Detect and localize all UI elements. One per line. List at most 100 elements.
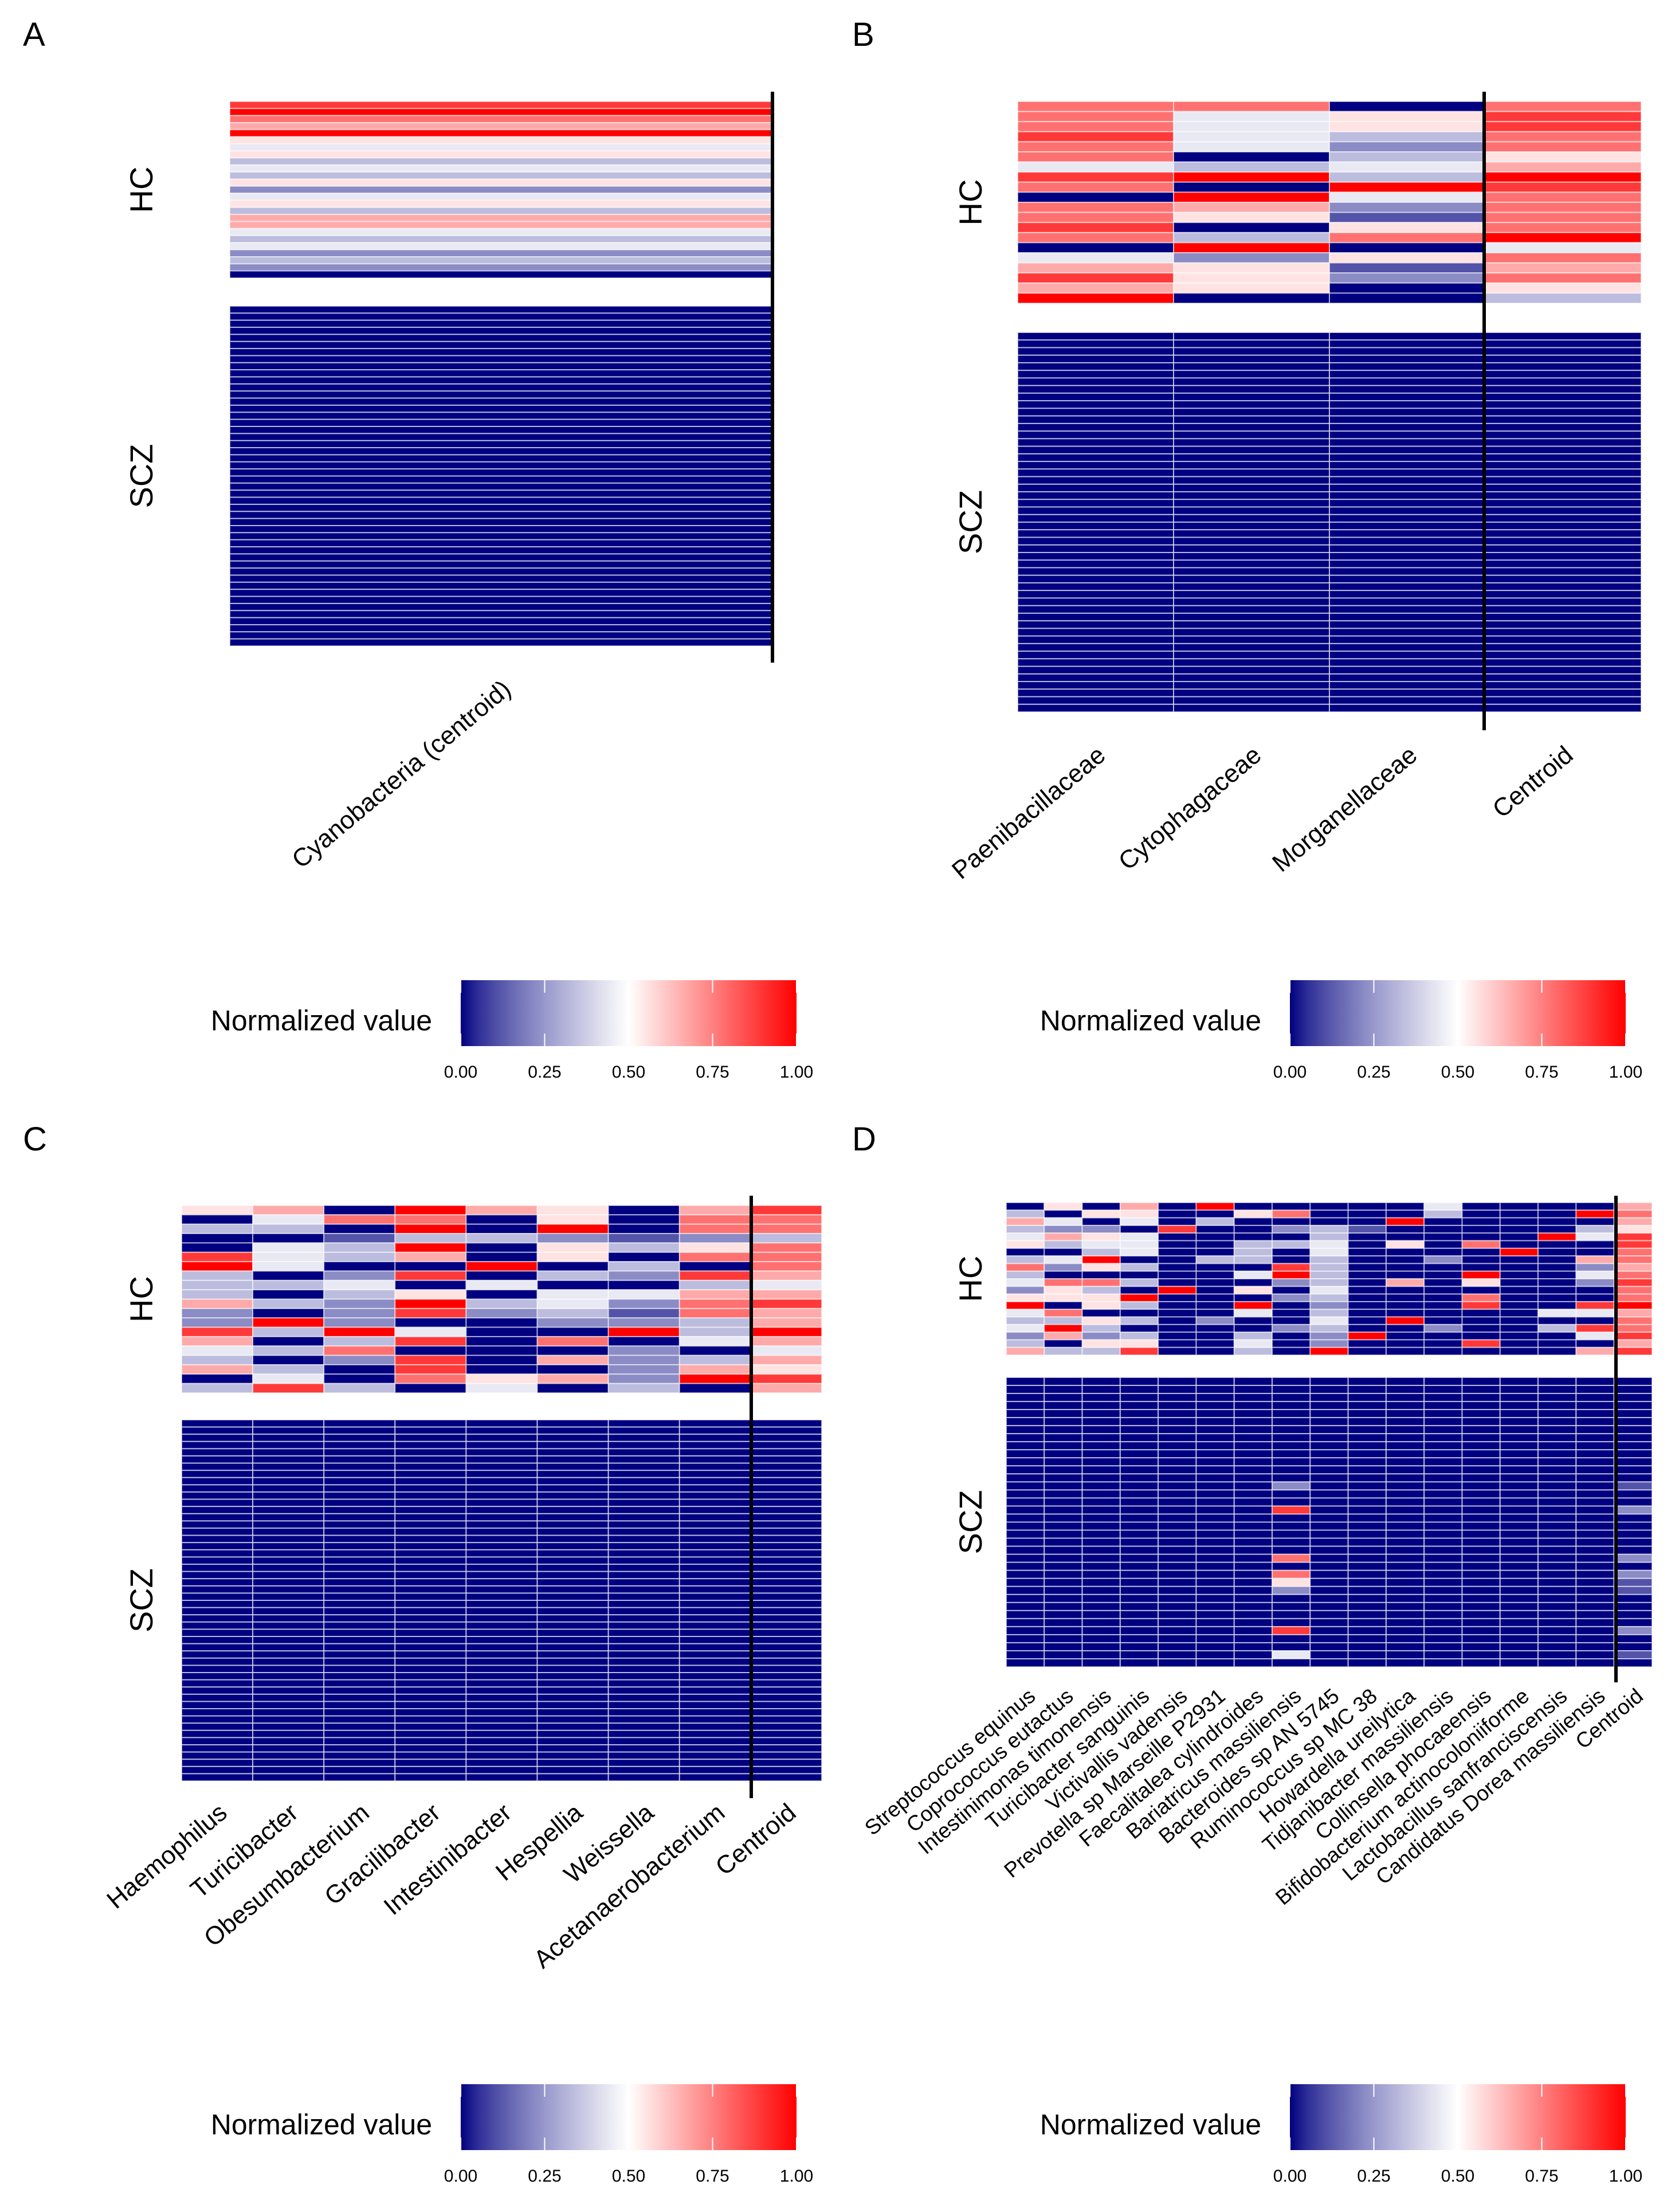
heatmap-cell-scz — [1423, 1537, 1463, 1547]
heatmap-cell-scz — [1423, 1618, 1463, 1627]
heatmap-cell-scz — [181, 1708, 254, 1717]
heatmap-cell-hc — [1485, 161, 1642, 173]
heatmap-cell-scz — [1119, 1425, 1159, 1435]
heatmap-cell-scz — [607, 1773, 680, 1782]
heatmap-cell-hc — [1499, 1247, 1539, 1257]
heatmap-cell-scz — [1575, 1465, 1615, 1475]
heatmap-cell-scz — [1081, 1585, 1121, 1595]
heatmap-cell-scz — [1423, 1594, 1463, 1603]
heatmap-cell-scz — [536, 1534, 609, 1544]
heatmap-cell-scz — [1195, 1545, 1235, 1555]
heatmap-cell-scz — [252, 1773, 325, 1782]
heatmap-cell-scz — [1081, 1602, 1121, 1611]
heatmap-cell-scz — [1006, 1529, 1045, 1539]
heatmap-cell-scz — [1485, 332, 1642, 341]
heatmap-cell-scz — [181, 1491, 254, 1500]
heatmap-cell-hc — [678, 1205, 751, 1216]
heatmap-cell-hc — [1613, 1247, 1653, 1257]
heatmap-cell-scz — [181, 1722, 254, 1731]
heatmap-cell-scz — [1044, 1425, 1083, 1435]
heatmap-cell-scz — [1173, 422, 1330, 432]
heatmap-cell-hc — [1485, 242, 1642, 253]
heatmap-cell-scz — [1017, 491, 1174, 500]
heatmap-cell-scz — [1499, 1401, 1539, 1411]
heatmap-cell-scz — [229, 496, 773, 505]
heatmap-cell-scz — [394, 1765, 467, 1775]
heatmap-cell-scz — [1081, 1441, 1121, 1451]
heatmap-cell-scz — [1081, 1417, 1121, 1427]
heatmap-cell-hc — [1613, 1232, 1653, 1242]
heatmap-cell-scz — [1017, 665, 1174, 675]
colorbar-tick-label: 0.75 — [696, 2167, 729, 2186]
heatmap-cell-scz — [252, 1759, 325, 1767]
heatmap-cell-scz — [181, 1636, 254, 1645]
colorbar-tick-label: 1.00 — [1609, 1063, 1642, 1082]
heatmap-cell-hc — [1158, 1217, 1197, 1226]
heatmap-cell-scz — [1044, 1401, 1083, 1411]
heatmap-cell-scz — [678, 1665, 751, 1673]
heatmap-cell-hc — [394, 1345, 467, 1356]
heatmap-cell-scz — [1272, 1537, 1311, 1547]
heatmap-cell-scz — [750, 1607, 823, 1616]
heatmap-cell-scz — [1385, 1594, 1425, 1603]
heatmap-cell-scz — [229, 440, 773, 449]
heatmap-cell-scz — [181, 1477, 254, 1486]
heatmap-cell-hc — [1119, 1332, 1159, 1341]
heatmap-cell-scz — [1485, 620, 1642, 629]
heatmap-cell-scz — [1119, 1594, 1159, 1603]
heatmap-cell-scz — [1461, 1594, 1501, 1603]
heatmap-cell-scz — [1537, 1473, 1577, 1483]
heatmap-cell-hc — [465, 1298, 538, 1309]
heatmap-cell-scz — [1272, 1465, 1311, 1475]
heatmap-cell-scz — [465, 1419, 538, 1428]
heatmap-cell-hc — [678, 1261, 751, 1272]
heatmap-cell-scz — [1329, 370, 1486, 379]
heatmap-cell-hc — [1309, 1301, 1349, 1310]
heatmap-cell-hc — [1613, 1278, 1653, 1287]
heatmap-cell-hc — [1461, 1346, 1501, 1356]
heatmap-cell-hc — [1423, 1247, 1463, 1257]
heatmap-cell-scz — [607, 1686, 680, 1695]
heatmap-cell-scz — [1385, 1634, 1425, 1643]
heatmap-cell-scz — [1233, 1545, 1273, 1555]
heatmap-cell-scz — [750, 1491, 823, 1500]
heatmap-cell-scz — [465, 1708, 538, 1717]
heatmap-cell-hc — [1461, 1217, 1501, 1226]
heatmap-cell-scz — [1485, 643, 1642, 652]
heatmap-cell-hc — [678, 1233, 751, 1244]
heatmap-cell-hc — [1119, 1255, 1159, 1264]
heatmap-cell-scz — [678, 1592, 751, 1601]
heatmap-cell-scz — [1347, 1626, 1387, 1635]
heatmap-cell-hc — [750, 1214, 823, 1225]
heatmap-cell-scz — [1272, 1425, 1311, 1435]
heatmap-cell-hc — [1158, 1232, 1197, 1242]
heatmap-cell-scz — [1119, 1577, 1159, 1587]
heatmap-cell-scz — [1017, 362, 1174, 371]
heatmap-cell-hc — [1309, 1309, 1349, 1318]
heatmap-cell-hc — [1499, 1293, 1539, 1302]
heatmap-cell-scz — [1461, 1658, 1501, 1667]
heatmap-cell-scz — [1081, 1545, 1121, 1555]
heatmap-cell-scz — [465, 1621, 538, 1630]
heatmap-cell-scz — [1044, 1642, 1083, 1651]
heatmap-cell-scz — [1423, 1561, 1463, 1571]
heatmap-cell-hc — [1575, 1324, 1615, 1333]
heatmap-cell-scz — [750, 1672, 823, 1681]
heatmap-cell-scz — [1081, 1634, 1121, 1643]
heatmap-cell-scz — [1233, 1425, 1273, 1435]
heatmap-cell-hc — [1499, 1240, 1539, 1249]
heatmap-cell-hc — [1081, 1278, 1121, 1287]
heatmap-cell-scz — [1195, 1393, 1235, 1403]
heatmap-cell-scz — [1347, 1425, 1387, 1435]
heatmap-cell-scz — [1119, 1417, 1159, 1427]
heatmap-cell-scz — [1173, 445, 1330, 455]
heatmap-cell-hc — [1461, 1293, 1501, 1302]
heatmap-cell-scz — [229, 327, 773, 335]
heatmap-cell-scz — [1423, 1473, 1463, 1483]
heatmap-cell-scz — [1485, 522, 1642, 531]
group-label-hc: HC — [952, 179, 988, 226]
heatmap-cell-scz — [1613, 1545, 1653, 1555]
heatmap-cell-scz — [1233, 1642, 1273, 1651]
heatmap-cell-scz — [1385, 1441, 1425, 1451]
heatmap-cell-scz — [1119, 1433, 1159, 1443]
